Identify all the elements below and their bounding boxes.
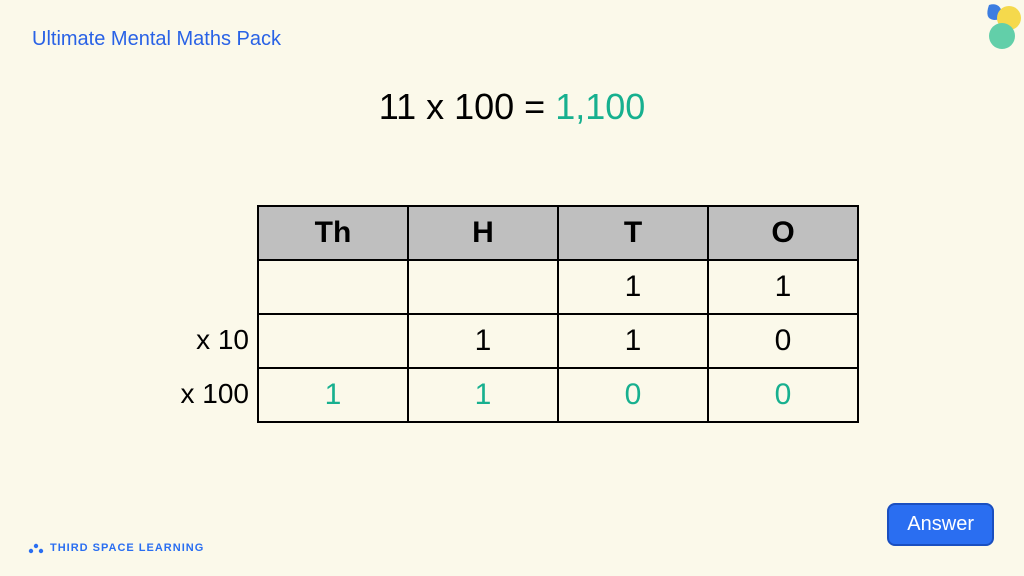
cell: 1	[408, 368, 558, 422]
cell: 1	[258, 368, 408, 422]
brand-footer: THIRD SPACE LEARNING	[28, 542, 204, 554]
cell	[258, 314, 408, 368]
row-label-spacer	[165, 205, 251, 259]
cell: 1	[558, 314, 708, 368]
col-header-h: H	[408, 206, 558, 260]
col-header-t: T	[558, 206, 708, 260]
brand-icon	[28, 542, 44, 554]
row-label-1: x 10	[165, 313, 251, 367]
equation: 11 x 100 = 1,100	[0, 86, 1024, 128]
cell: 0	[558, 368, 708, 422]
cell	[408, 260, 558, 314]
place-value-table-wrap: x 10 x 100 Th H T O 1 1	[0, 205, 1024, 423]
cell: 0	[708, 314, 858, 368]
cell: 0	[708, 368, 858, 422]
col-header-o: O	[708, 206, 858, 260]
answer-button[interactable]: Answer	[887, 503, 994, 546]
corner-decoration	[954, 0, 1024, 50]
cell	[258, 260, 408, 314]
row-label-2: x 100	[165, 367, 251, 421]
place-value-table: Th H T O 1 1 1 1 0	[257, 205, 859, 423]
equation-lhs: 11 x 100 =	[379, 86, 555, 127]
table-header-row: Th H T O	[258, 206, 858, 260]
table-row: 1 1	[258, 260, 858, 314]
row-label-0	[165, 259, 251, 313]
table-row: 1 1 0 0	[258, 368, 858, 422]
cell: 1	[708, 260, 858, 314]
cell: 1	[558, 260, 708, 314]
row-labels: x 10 x 100	[165, 205, 251, 421]
page-title: Ultimate Mental Maths Pack	[32, 28, 281, 51]
brand-text: THIRD SPACE LEARNING	[50, 542, 204, 554]
table-row: 1 1 0	[258, 314, 858, 368]
equation-answer: 1,100	[555, 86, 645, 127]
cell: 1	[408, 314, 558, 368]
col-header-th: Th	[258, 206, 408, 260]
